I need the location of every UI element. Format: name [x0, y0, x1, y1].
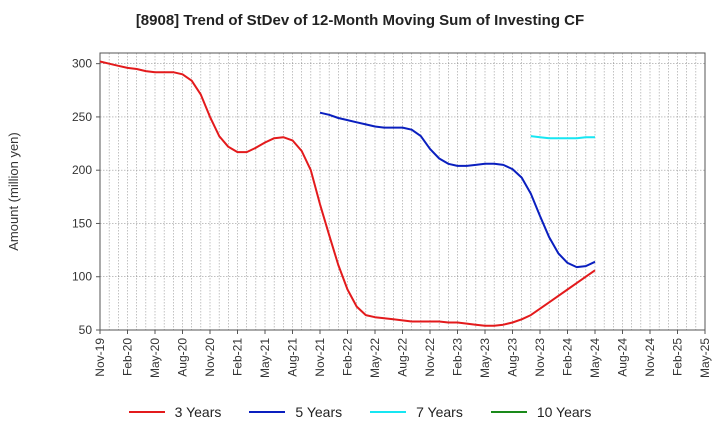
x-tick-label: Nov-21 — [313, 338, 327, 377]
legend-label-7-years: 7 Years — [416, 404, 463, 420]
x-tick-label: May-24 — [588, 338, 602, 378]
y-axis: 50 100 150 200 250 300 — [72, 57, 100, 337]
x-tick-label: May-22 — [368, 338, 382, 378]
series-line-5-years — [319, 111, 596, 269]
legend: 3 Years 5 Years 7 Years 10 Years — [0, 404, 720, 420]
x-tick-label: Feb-25 — [671, 338, 685, 376]
y-tick-label: 150 — [72, 216, 92, 230]
x-axis: Nov-19 Feb-20 May-20 Aug-20 Nov-20 Feb-21 May-… — [93, 330, 712, 378]
legend-swatch-5-years — [249, 411, 286, 413]
x-tick-label: Aug-23 — [506, 338, 520, 377]
legend-label-10-years: 10 Years — [536, 404, 592, 420]
x-tick-label: Nov-24 — [643, 338, 657, 377]
x-tick-label: Aug-22 — [396, 338, 410, 377]
series-line-3-years — [99, 60, 596, 327]
x-tick-label: Feb-24 — [561, 338, 575, 376]
x-tick-label: May-20 — [148, 338, 162, 378]
series-layer — [99, 60, 596, 327]
legend-item-7-years: 7 Years — [370, 404, 463, 420]
legend-item-3-years: 3 Years — [128, 404, 222, 420]
x-tick-label: Aug-20 — [176, 338, 190, 377]
x-tick-label: Aug-24 — [616, 338, 630, 377]
legend-label-3-years: 3 Years — [174, 404, 222, 420]
legend-swatch-3-years — [128, 411, 165, 413]
x-tick-label: Feb-21 — [231, 338, 245, 376]
legend-item-10-years: 10 Years — [490, 404, 592, 420]
y-tick-label: 300 — [72, 57, 92, 71]
y-tick-label: 250 — [72, 110, 92, 124]
legend-swatch-10-years — [490, 411, 527, 413]
x-tick-label: May-21 — [258, 338, 272, 378]
x-tick-label: Feb-20 — [121, 338, 135, 376]
y-tick-label: 100 — [72, 270, 92, 284]
series-line-7-years — [530, 135, 595, 140]
y-tick-label: 50 — [79, 323, 93, 337]
x-tick-label: Nov-22 — [423, 338, 437, 377]
legend-item-5-years: 5 Years — [249, 404, 342, 420]
x-tick-label: May-25 — [698, 338, 712, 378]
x-tick-label: May-23 — [478, 338, 492, 378]
grid-layer — [99, 53, 706, 331]
x-tick-label: Aug-21 — [286, 338, 300, 377]
x-tick-label: Nov-23 — [533, 338, 547, 377]
x-tick-label: Nov-20 — [203, 338, 217, 377]
chart-title: [8908] Trend of StDev of 12-Month Moving… — [135, 12, 585, 29]
y-tick-label: 200 — [72, 163, 92, 177]
legend-swatch-7-years — [370, 411, 407, 413]
legend-label-5-years: 5 Years — [295, 404, 343, 420]
x-tick-label: Nov-19 — [93, 338, 107, 377]
y-axis-label: Amount (million yen) — [6, 132, 21, 251]
x-tick-label: Feb-22 — [341, 338, 355, 376]
x-tick-label: Feb-23 — [451, 338, 465, 376]
